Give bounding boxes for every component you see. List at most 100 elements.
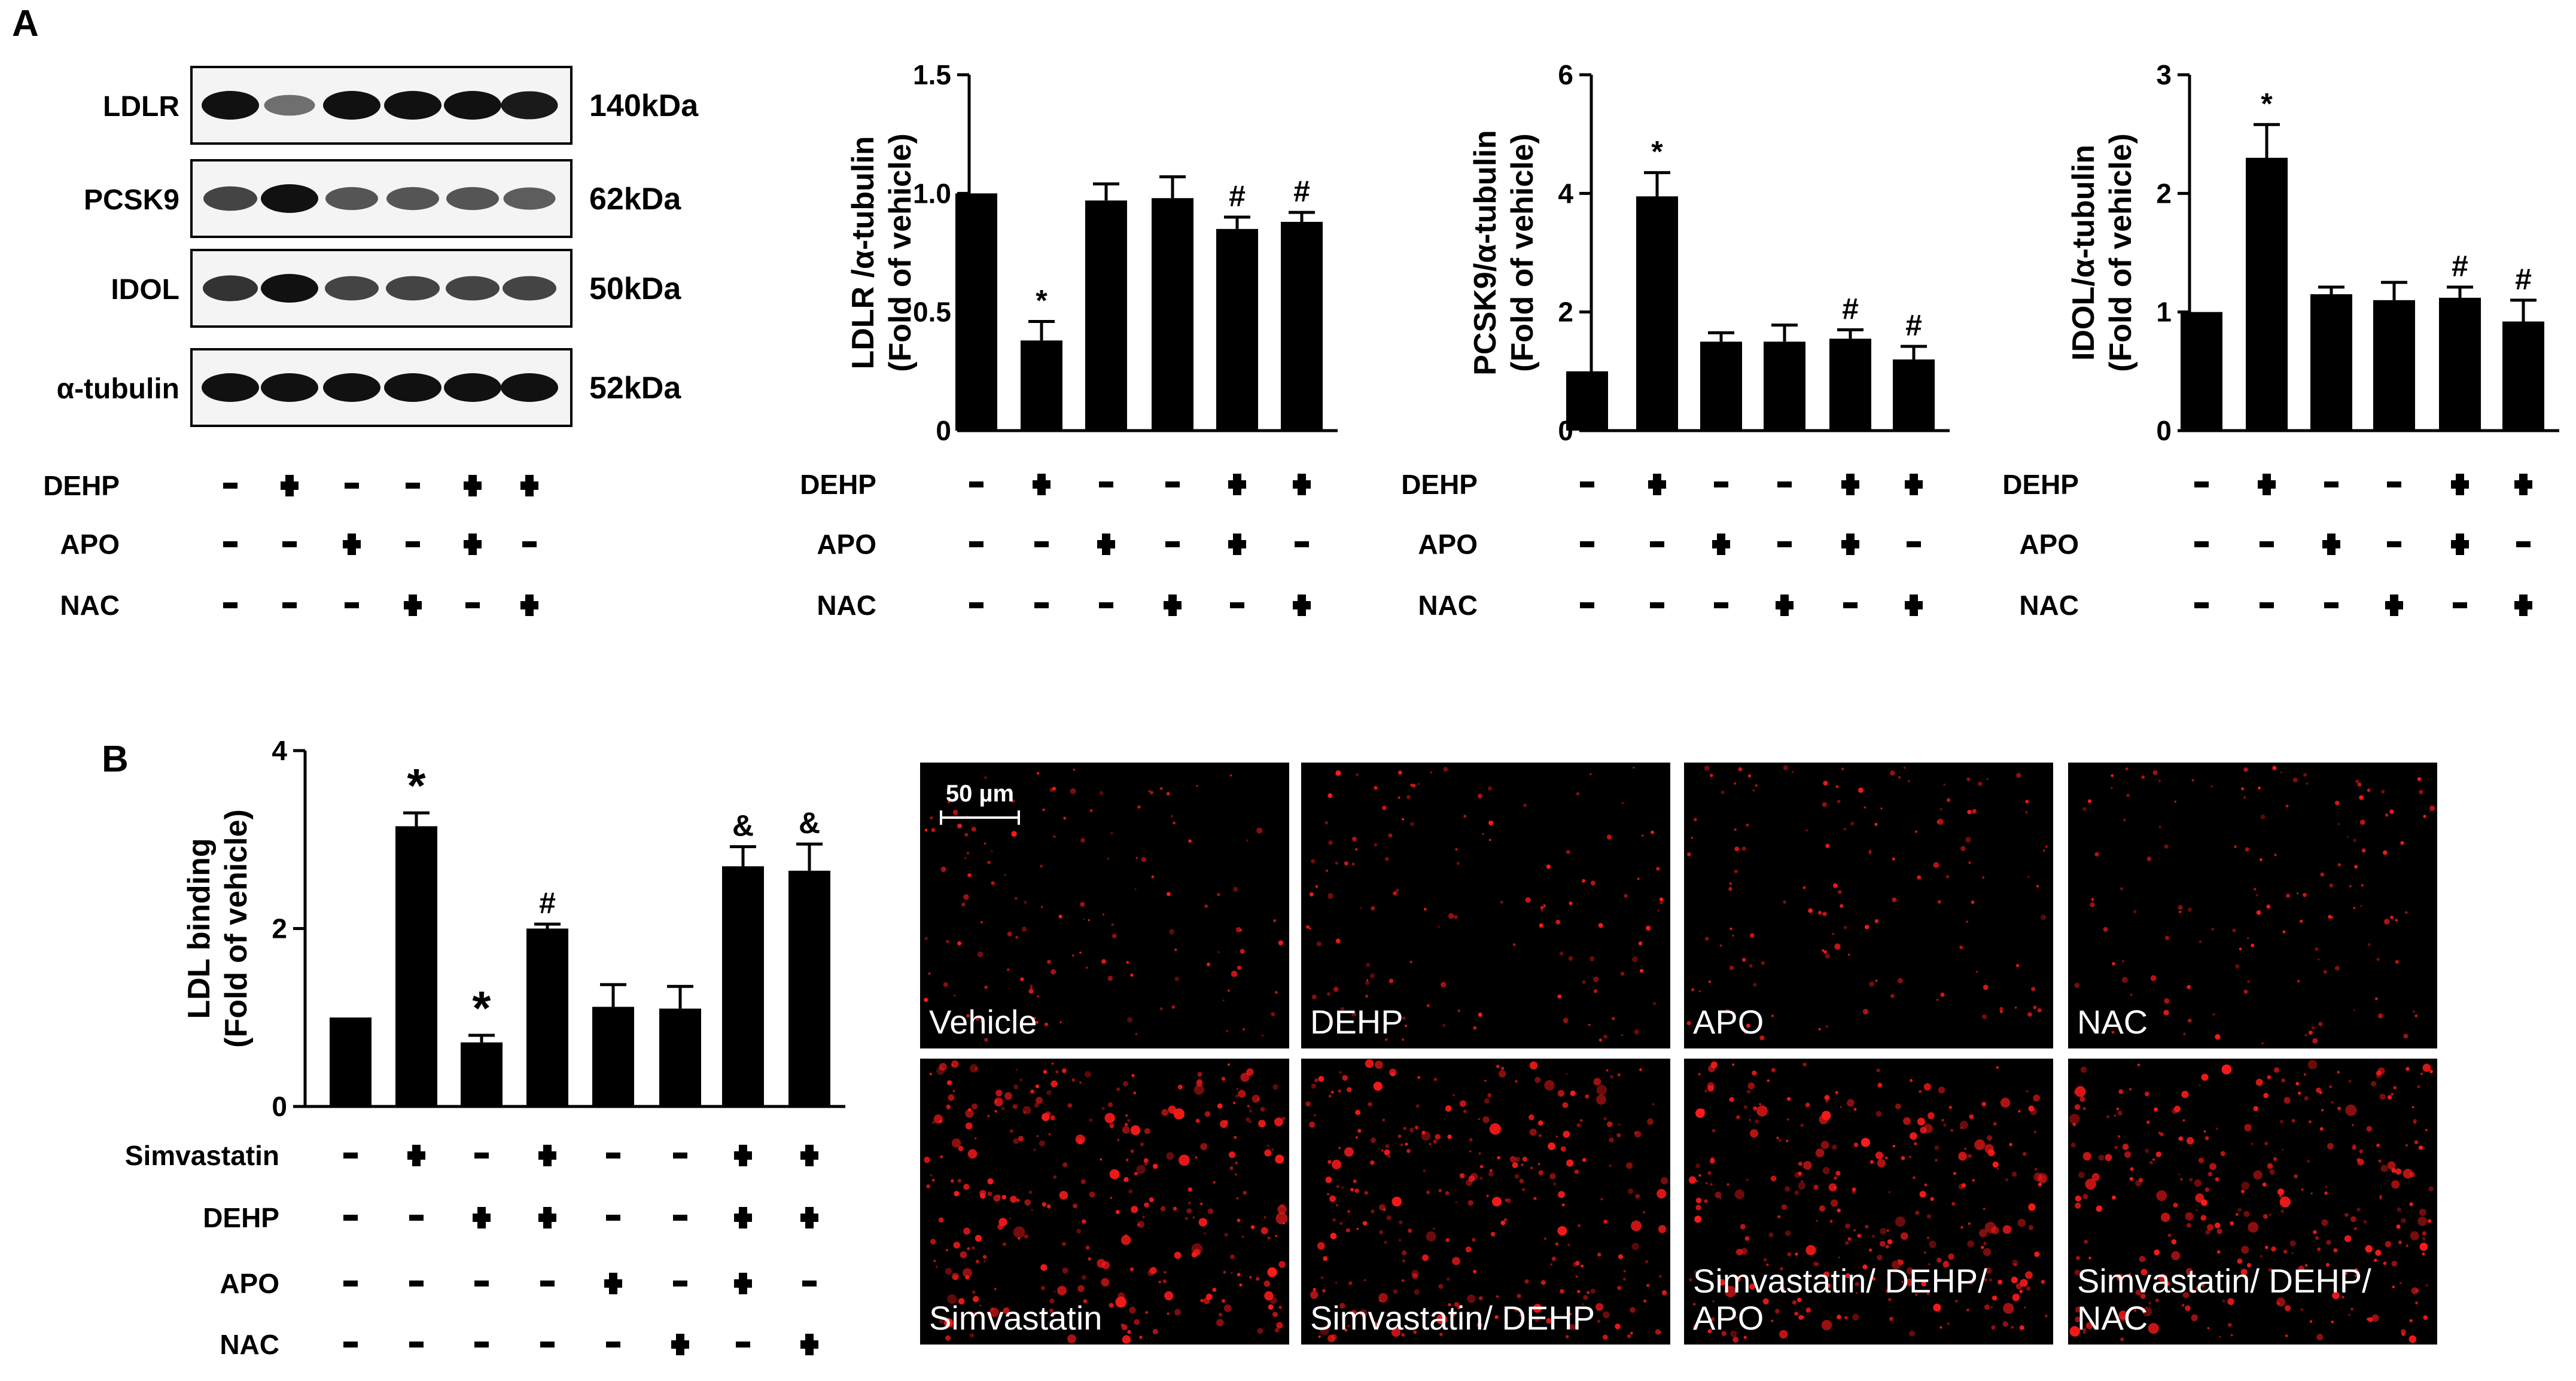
fluorescent-spot	[945, 1267, 952, 1275]
blot-band	[386, 276, 440, 301]
fluorescent-spot	[2263, 1093, 2269, 1099]
fluorescent-spot	[1845, 1273, 1851, 1279]
fluorescent-spot	[2074, 1104, 2081, 1110]
fluorescent-spot	[2387, 1095, 2392, 1100]
fluorescent-spot	[2020, 1279, 2028, 1287]
fluorescent-spot	[952, 1090, 955, 1092]
fluorescent-spot	[2348, 1313, 2350, 1316]
fluorescent-spot	[2215, 1034, 2221, 1040]
fluorescent-spot	[1563, 1130, 1570, 1138]
treatment-sign	[2514, 595, 2532, 616]
fluorescent-spot	[2185, 1305, 2191, 1312]
plus-v	[2519, 595, 2528, 616]
fluorescent-spot	[1686, 1021, 1691, 1026]
fluorescent-spot	[1454, 914, 1458, 919]
fluorescent-spot	[971, 827, 976, 832]
fluorescent-spot	[1609, 1164, 1612, 1167]
fluorescent-spot	[1695, 1108, 1705, 1118]
fluorescent-spot	[1933, 1303, 1941, 1312]
fluorescent-spot	[1312, 1010, 1316, 1014]
fluorescent-spot	[1647, 1118, 1654, 1125]
fluorescent-spot	[1919, 1090, 1922, 1093]
treatment-sign	[1841, 474, 1859, 495]
fluorescent-spot	[991, 881, 995, 885]
fluorescent-spot	[1721, 790, 1725, 794]
treatment-sign	[1905, 474, 1923, 495]
fluorescent-spot	[2000, 1098, 2011, 1108]
fluorescent-spot	[1408, 1228, 1412, 1233]
fluorescent-spot	[1001, 1194, 1006, 1200]
fluorescent-spot	[1709, 773, 1713, 778]
fluorescent-spot	[2297, 980, 2300, 983]
bar	[659, 1008, 701, 1106]
treatment-label: APO	[220, 1268, 279, 1299]
treatment-sign	[673, 1153, 687, 1159]
fluorescent-spot	[1921, 1281, 1927, 1287]
fluorescent-spot	[2305, 1264, 2308, 1267]
fluorescent-spot	[1615, 1324, 1621, 1330]
fluorescent-spot	[2395, 960, 2400, 964]
treatment-sign	[2194, 602, 2209, 608]
fluorescent-spot	[2018, 1109, 2021, 1113]
fluorescent-spot	[1033, 1148, 1036, 1151]
y-tick-label: 6	[1558, 59, 1573, 90]
treatment-sign	[540, 1342, 555, 1348]
fluorescent-spot	[2329, 883, 2334, 888]
fluorescent-spot	[1109, 1123, 1115, 1129]
minus-bar	[1034, 602, 1049, 608]
fluorescent-spot	[2376, 1143, 2380, 1147]
treatment-sign	[1165, 481, 1180, 487]
fluorescent-spot	[1777, 1215, 1781, 1219]
fluorescent-spot	[1749, 964, 1753, 968]
micrograph-label: Vehicle	[929, 1003, 1037, 1041]
fluorescent-spot	[1062, 1162, 1068, 1167]
fluorescent-spot	[1028, 1190, 1033, 1194]
fluorescent-spot	[1266, 1144, 1269, 1147]
fluorescent-spot	[946, 1080, 952, 1086]
fluorescent-spot	[1756, 1105, 1768, 1117]
fluorescent-spot	[2311, 1026, 2315, 1030]
treatment-label: DEHP	[2002, 469, 2079, 500]
fluorescent-spot	[2306, 782, 2309, 785]
significance-mark: #	[1293, 175, 1310, 208]
fluorescent-spot	[2005, 1178, 2009, 1182]
fluorescent-spot	[2094, 852, 2099, 857]
fluorescent-spot	[2117, 1110, 2123, 1116]
fluorescent-spot	[1013, 1226, 1025, 1238]
fluorescent-spot	[1166, 792, 1170, 796]
fluorescent-spot	[2309, 1320, 2312, 1323]
significance-mark: #	[2452, 249, 2468, 283]
y-tick-label: 3	[2156, 59, 2172, 90]
fluorescent-spot	[2422, 1236, 2426, 1241]
fluorescent-spot	[2381, 789, 2385, 794]
fluorescent-spot	[2280, 771, 2283, 773]
fluorescent-spot	[1152, 1163, 1158, 1169]
fluorescent-spot	[1441, 981, 1447, 988]
fluorescent-spot	[1112, 934, 1117, 938]
fluorescent-spot	[2082, 1107, 2086, 1111]
fluorescent-spot	[1821, 1319, 1832, 1331]
fluorescent-spot	[1813, 1184, 1819, 1190]
fluorescent-spot	[1917, 1117, 1926, 1126]
fluorescent-spot	[1148, 790, 1150, 792]
treatment-sign	[343, 534, 361, 555]
fluorescent-spot	[939, 1063, 947, 1071]
micrograph-label: NAC	[2077, 1299, 2148, 1337]
fluorescent-spot	[1596, 1095, 1606, 1105]
fluorescent-spot	[1484, 1080, 1487, 1082]
fluorescent-spot	[1438, 925, 1440, 928]
fluorescent-spot	[1586, 1291, 1590, 1295]
fluorescent-spot	[1628, 1188, 1634, 1194]
fluorescent-spot	[2125, 767, 2129, 771]
fluorescent-spot	[1123, 1081, 1128, 1087]
minus-bar	[1843, 602, 1858, 608]
fluorescent-spot	[1972, 809, 1977, 814]
fluorescent-spot	[1007, 968, 1010, 971]
fluorescent-spot	[1512, 943, 1516, 946]
fluorescent-spot	[1736, 1248, 1743, 1255]
fluorescent-spot	[1256, 827, 1263, 834]
fluorescent-spot	[2403, 1034, 2408, 1039]
